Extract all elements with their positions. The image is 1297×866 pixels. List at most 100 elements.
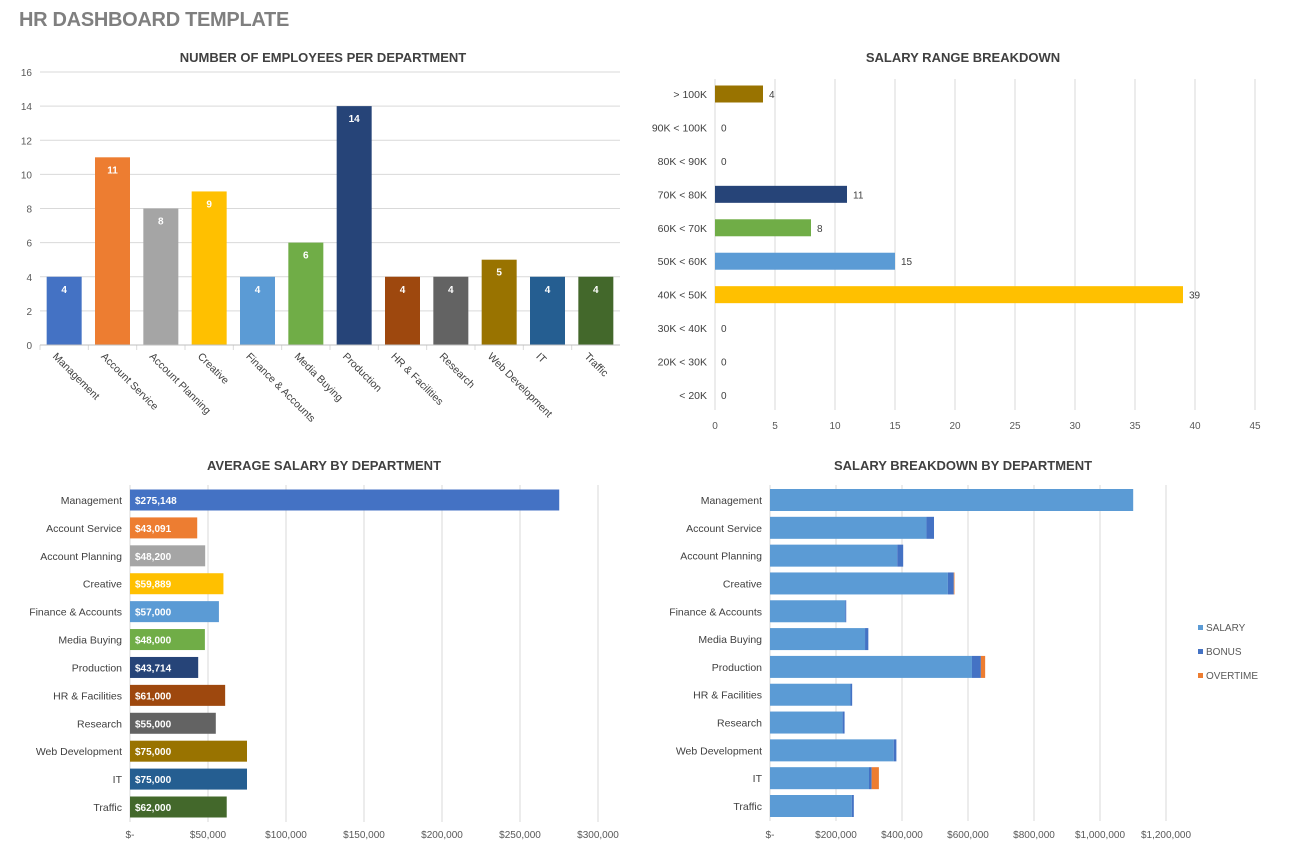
x-tick-label: $800,000 [1013, 830, 1055, 841]
y-tick-label: Account Service [46, 523, 122, 535]
bar [130, 740, 247, 762]
legend-label: SALARY [1206, 623, 1246, 634]
x-tick-label: 15 [889, 421, 901, 432]
bar-segment-salary [770, 655, 972, 678]
bar [530, 276, 565, 345]
bar-segment-overtime [953, 572, 955, 595]
bar-segment-salary [770, 600, 846, 623]
data-label: 4 [545, 285, 551, 296]
y-tick-label: 12 [21, 136, 33, 147]
data-label: 0 [721, 157, 727, 168]
bar [95, 157, 130, 345]
data-label: 4 [769, 90, 775, 101]
bar-segment-bonus [897, 544, 904, 567]
legend-swatch [1198, 649, 1203, 654]
bar-segment-bonus [971, 655, 981, 678]
y-tick-label: 80K < 90K [658, 156, 707, 168]
bar [578, 276, 614, 345]
y-tick-label: Production [712, 662, 762, 674]
data-label: 11 [107, 165, 118, 176]
x-tick-label: IT [533, 351, 548, 366]
bar-segment-bonus [842, 711, 845, 734]
bar [130, 601, 219, 623]
x-tick-label: $150,000 [343, 830, 385, 841]
bar [130, 573, 224, 595]
data-label: $57,000 [135, 608, 172, 619]
x-tick-label: 20 [949, 421, 961, 432]
x-tick-label: 40 [1189, 421, 1201, 432]
y-tick-label: 4 [26, 273, 32, 284]
bar [433, 276, 469, 345]
y-tick-label: 70K < 80K [658, 189, 707, 201]
bar-segment-salary [770, 767, 869, 790]
data-label: 6 [303, 251, 309, 262]
bar [715, 85, 763, 103]
data-label: 0 [721, 123, 727, 134]
y-tick-label: Account Planning [40, 551, 122, 563]
y-tick-label: Production [72, 662, 122, 674]
data-label: $48,000 [135, 636, 172, 647]
bar-segment-overtime [980, 655, 986, 678]
bar [130, 796, 227, 818]
bar-segment-overtime [871, 767, 879, 790]
bar [130, 629, 205, 651]
y-tick-label: Research [717, 718, 762, 730]
y-tick-label: Creative [83, 579, 122, 591]
x-tick-label: $100,000 [265, 830, 307, 841]
x-tick-label: $1,000,000 [1075, 830, 1125, 841]
data-label: 0 [721, 358, 727, 369]
x-tick-label: 45 [1249, 421, 1261, 432]
data-label: $48,200 [135, 552, 172, 563]
data-label: 11 [853, 190, 864, 201]
x-tick-label: Management [50, 351, 102, 403]
y-tick-label: 14 [21, 102, 33, 113]
chart-title: AVERAGE SALARY BY DEPARTMENT [207, 458, 441, 473]
data-label: 14 [349, 114, 361, 125]
x-tick-label: Traffic [582, 351, 611, 380]
y-tick-label: 50K < 60K [658, 256, 707, 268]
bar [288, 242, 324, 345]
x-tick-label: 35 [1129, 421, 1141, 432]
x-tick-label: Creative [195, 351, 231, 387]
y-tick-label: 2 [26, 307, 32, 318]
data-label: $62,000 [135, 803, 172, 814]
y-tick-label: Traffic [733, 801, 762, 813]
y-tick-label: 90K < 100K [652, 122, 707, 134]
data-label: 39 [1189, 291, 1201, 302]
bar-segment-salary [770, 711, 843, 734]
y-tick-label: 0 [26, 341, 32, 352]
bar [715, 219, 811, 237]
bar [130, 517, 198, 539]
bar [385, 276, 420, 345]
bar-segment-bonus [865, 628, 869, 651]
bar [130, 545, 206, 567]
chart-title: SALARY RANGE BREAKDOWN [866, 50, 1060, 65]
data-label: 4 [255, 285, 261, 296]
x-tick-label: $- [766, 830, 775, 841]
y-tick-label: HR & Facilities [693, 690, 762, 702]
y-tick-label: 30K < 40K [658, 323, 707, 335]
bar-segment-salary [770, 628, 866, 651]
x-tick-label: 10 [829, 421, 841, 432]
bar-segment-salary [770, 739, 894, 762]
x-tick-label: $250,000 [499, 830, 541, 841]
bar-segment-salary [770, 516, 927, 539]
bar-segment-bonus [869, 767, 872, 790]
bar-segment-bonus [845, 600, 847, 623]
data-label: 8 [817, 224, 823, 235]
y-tick-label: IT [753, 773, 763, 785]
bar-segment-bonus [893, 739, 897, 762]
bar [46, 276, 82, 345]
y-tick-label: Finance & Accounts [669, 606, 762, 618]
data-label: $55,000 [135, 719, 172, 730]
y-tick-label: < 20K [679, 390, 707, 402]
data-label: $275,148 [135, 496, 177, 507]
y-tick-label: Management [61, 495, 122, 507]
employees-chart [39, 71, 620, 350]
bar [130, 684, 226, 706]
x-tick-label: Research [437, 351, 477, 391]
y-tick-label: Media Buying [698, 634, 762, 646]
y-tick-label: Account Service [686, 523, 762, 535]
chart-title: SALARY BREAKDOWN BY DEPARTMENT [834, 458, 1092, 473]
